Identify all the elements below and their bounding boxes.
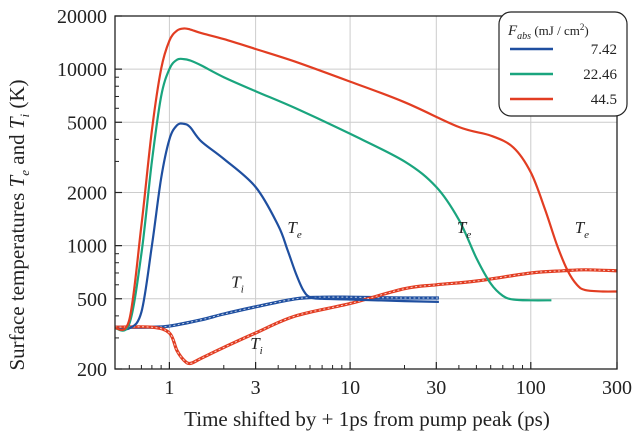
x-tick-label: 10 bbox=[340, 377, 360, 399]
legend-label-7.42: 7.42 bbox=[591, 42, 617, 58]
x-tick-label: 300 bbox=[602, 377, 632, 399]
legend-title: Fabs (mJ / cm2) bbox=[507, 22, 589, 42]
y-tick-label: 20000 bbox=[57, 6, 107, 28]
ti-curve-44.5 bbox=[114, 268, 618, 366]
curve-label-Te: Te bbox=[575, 218, 589, 241]
y-tick-label: 200 bbox=[77, 359, 107, 381]
axis-ticks bbox=[114, 15, 618, 370]
y-tick-label: 5000 bbox=[67, 112, 107, 134]
te-curve-44.5 bbox=[114, 27, 618, 332]
ti-curve-dots-44.5 bbox=[114, 269, 618, 365]
x-tick-label: 30 bbox=[426, 377, 446, 399]
te-curve-7.42 bbox=[114, 122, 439, 331]
legend-label-22.46: 22.46 bbox=[583, 67, 617, 83]
y-tick-label: 10000 bbox=[57, 59, 107, 81]
legend-box bbox=[498, 11, 628, 117]
x-axis-label: Time shifted by + 1ps from pump peak (ps… bbox=[184, 407, 550, 431]
curve-label-Te: Te bbox=[287, 218, 301, 241]
series-group bbox=[114, 27, 618, 366]
te-curve-22.46 bbox=[114, 57, 552, 332]
y-tick-label: 500 bbox=[77, 289, 107, 311]
x-tick-label: 100 bbox=[516, 377, 546, 399]
curve-label-Te: Te bbox=[457, 218, 471, 241]
curve-label-Ti: Ti bbox=[250, 334, 263, 357]
y-axis-label: Surface temperatures Te and Ti (K) bbox=[5, 79, 32, 370]
curve-label-Ti: Ti bbox=[231, 272, 244, 295]
ti-curve-dots-7.42 bbox=[114, 296, 439, 328]
tick-labels: 1 3 10 30 100 300 200 500 1000 2000 5000 10000 20000 bbox=[57, 6, 632, 399]
legend-label-44.5: 44.5 bbox=[591, 92, 617, 108]
y-tick-label: 1000 bbox=[67, 236, 107, 258]
y-tick-label: 2000 bbox=[67, 183, 107, 205]
x-tick-label: 3 bbox=[251, 377, 261, 399]
x-tick-label: 1 bbox=[164, 377, 174, 399]
annotations: Te Ti Te Ti Te bbox=[231, 218, 589, 357]
legend: Fabs (mJ / cm2) 7.42 22.46 44.5 bbox=[498, 11, 628, 117]
